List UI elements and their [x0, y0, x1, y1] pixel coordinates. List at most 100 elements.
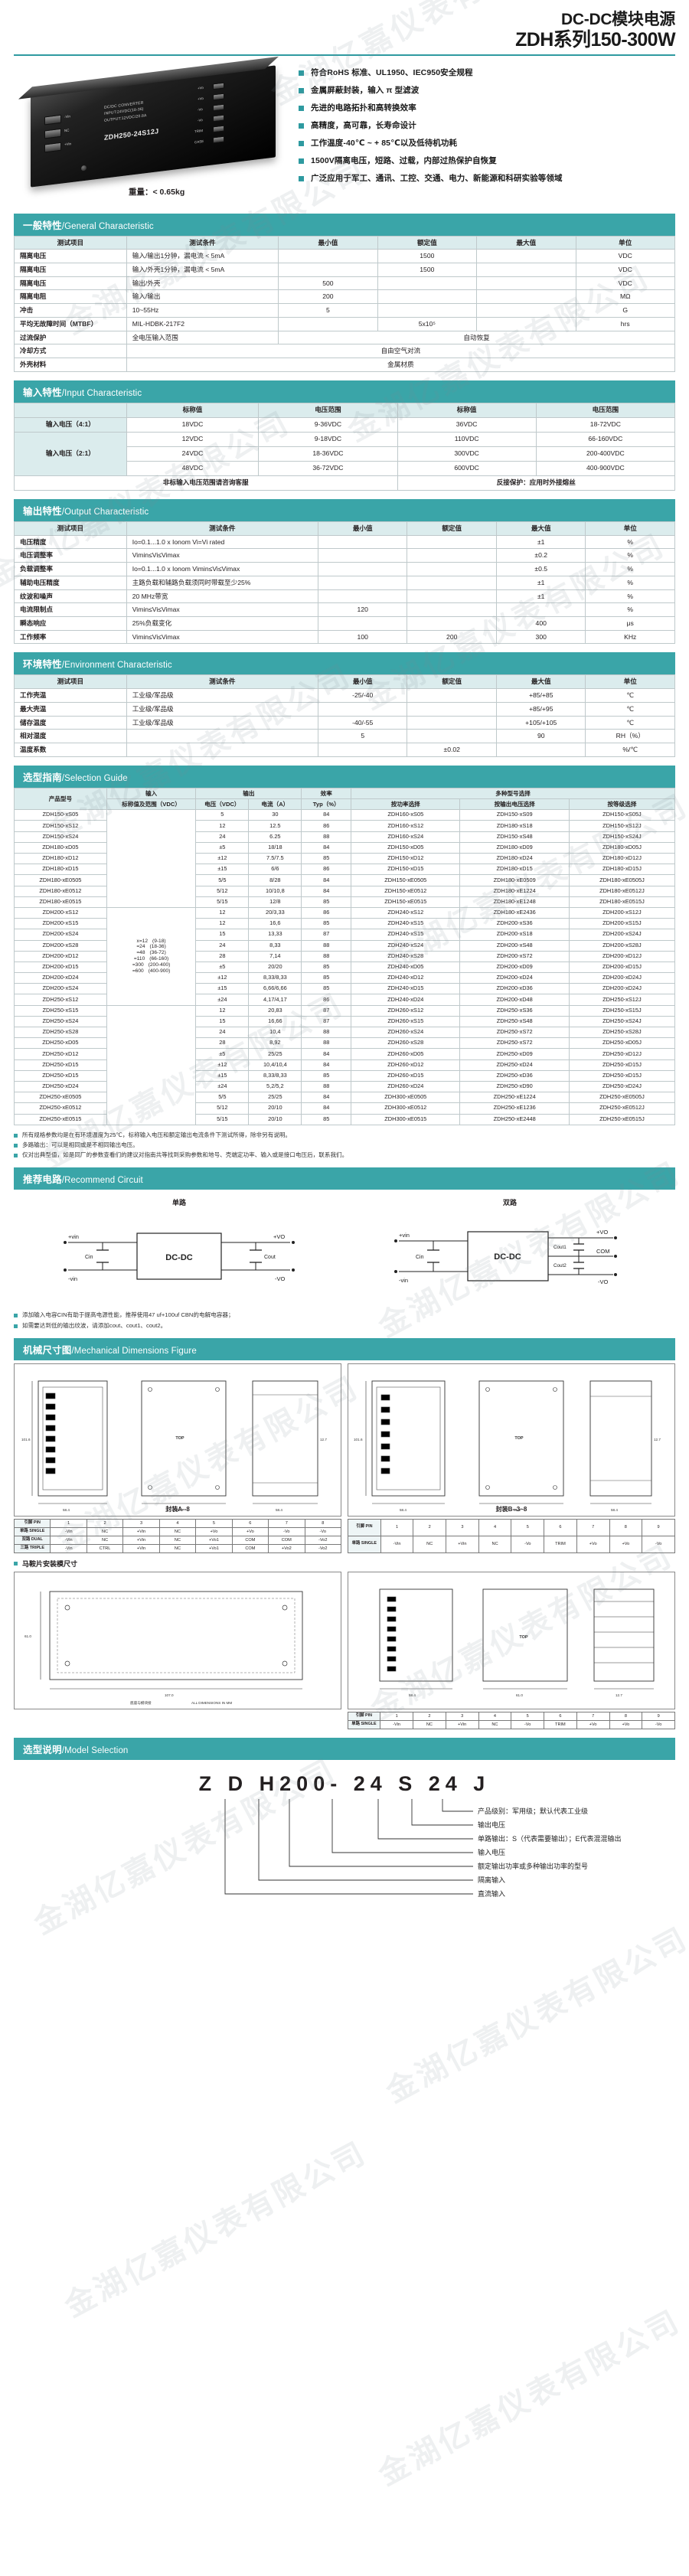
cell-span: 自由空气对流	[126, 344, 676, 359]
circuit-diagrams: 单路 DC-DC Cin Cout	[14, 1190, 675, 1305]
feature-text: 1500V隔离电压，短路、过载，内部过热保护自恢复	[311, 155, 497, 165]
dual-output-circuit: 双路 DC-DC Cin	[384, 1197, 636, 1302]
cell: 6/6	[248, 864, 302, 876]
cell: ±12	[195, 1059, 250, 1071]
pin-cell: 3	[446, 1518, 479, 1536]
bullet-icon	[14, 1143, 18, 1148]
bullet-icon	[299, 122, 304, 129]
section-title-bar: 输出特性/Output Characteristic	[14, 498, 675, 521]
cell: %	[585, 548, 675, 563]
section-title-cn: 选型说明	[23, 1744, 62, 1755]
cell: 5,2/5,2	[248, 1080, 302, 1093]
feature-item: 工作温度-40℃ ~ + 85℃以及低待机功耗	[299, 139, 675, 149]
cell: 8,33/8,33	[248, 972, 302, 984]
pin-cell: -Vo2	[304, 1543, 341, 1553]
cell: 8,33	[248, 939, 302, 952]
table-row: ZDH180-xE0505 5/5 8/28 84 ZDH150-xE0505 ZDH18…	[14, 874, 676, 886]
dcdc-block-label: DC-DC	[494, 1252, 521, 1262]
cell: 6.25	[248, 831, 302, 843]
col-header: 电压范围	[535, 402, 676, 418]
vo-pos-label: +VO	[273, 1233, 285, 1240]
pin-cell: 5	[195, 1518, 233, 1528]
table-row: 隔离电压 输入/输出1分钟，漏电流 < 5mA 1500 VDC	[14, 249, 675, 263]
cell: ZDH200-xS12J	[568, 906, 676, 919]
cell: 16,6	[248, 918, 302, 930]
cell: 隔离电阻	[14, 289, 127, 305]
circuit-title-single: 单路	[171, 1199, 186, 1207]
product-weight: 重量：< 0.65kg	[129, 187, 185, 197]
table-row: ZDH250-xS15 12 20,83 87 ZDH260-xS12 ZDH250-xS…	[14, 1004, 676, 1125]
pin-cell: -Vo2	[304, 1535, 341, 1545]
cell: ZDH250-xD05J	[568, 1037, 676, 1050]
table-row: ZDH250-xS28 24 10,4 88 ZDH260-xS24 ZDH250-xS7…	[14, 1026, 676, 1039]
col-header: 最小值	[278, 235, 378, 250]
cell: 冲击	[14, 303, 127, 318]
product-module-image: DC/DC CONVERTER INPUT:24VDC(18-36) OUTPU…	[18, 56, 279, 188]
cell: ZDH160-xS05	[351, 809, 461, 821]
section-title-cn: 推荐电路	[23, 1174, 62, 1186]
cell	[377, 289, 478, 305]
cell: 36VDC	[397, 416, 537, 433]
cell: 84	[301, 885, 352, 897]
pin-cell: +Vo	[609, 1719, 643, 1729]
cell: 90	[495, 729, 586, 744]
cell: ZDH200-xD24J	[568, 983, 676, 995]
cell: Io=0.1...1.0 x Ionom Vimin≤Vi≤Vimax	[126, 562, 318, 576]
note-text: 仅对出典型值，如是同厂的参数查看们的建议对指南共等找到采购参数和地号、壳端定功率…	[22, 1151, 348, 1159]
cell: ZDH250-xD12J	[568, 1048, 676, 1060]
cell: 5/12	[195, 1102, 250, 1115]
vo-pos-label: +VO	[596, 1229, 608, 1236]
cell: ±15	[195, 864, 250, 876]
table-row: 输入电压（4:1） 18VDC 9-36VDC 36VDC 18-72VDC	[14, 416, 676, 433]
pin-cell: 6	[544, 1518, 577, 1536]
cell: ±5	[195, 961, 250, 974]
table-row: ZDH200-xD24 ±12 8,33/8,33 85 ZDH240-xD12 ZDH2…	[14, 972, 676, 984]
pin-cell: NC	[478, 1535, 512, 1553]
circuit-notes: 添加输入电容CIN有助于提高电源性能，推荐使用47 uf+100uf CBN的电…	[14, 1311, 675, 1330]
cell: ZDH240-xS28	[351, 950, 461, 962]
cell: 500	[278, 276, 378, 291]
cell: 87	[301, 929, 352, 941]
cell: ±1	[495, 534, 586, 550]
cell: ZDH260-xS28	[351, 1037, 461, 1050]
pin-cell: +Vo	[231, 1526, 269, 1536]
model-code-display: Z D H200- 24 S 24 J	[198, 1771, 491, 1795]
cell: %	[585, 602, 675, 617]
cell: 输入/输出1分钟，漏电流 < 5mA	[126, 249, 279, 263]
pin-row-label: 单路 SINGLE	[348, 1535, 381, 1553]
section-title-en: /Recommend Circuit	[61, 1176, 143, 1186]
cell: 28	[195, 1037, 250, 1050]
svg-text:101.6: 101.6	[21, 1438, 31, 1441]
cell: 85	[301, 1069, 352, 1082]
cell: 66-160VDC	[535, 431, 676, 447]
row-label: 输入电压（2:1）	[14, 431, 127, 476]
cell: 18-36VDC	[258, 446, 398, 462]
pin-cell: 1	[380, 1711, 413, 1721]
cell: 8,92	[248, 1037, 302, 1050]
section-mechanical-dimensions: 机械尺寸图/Mechanical Dimensions Figure 101.6	[13, 1337, 675, 1729]
cell: 1500	[377, 262, 478, 277]
cell: -40/-55	[317, 715, 408, 730]
terminal-block-left	[44, 142, 61, 152]
single-circuit-svg: DC-DC Cin Cout +vin -vin	[64, 1232, 295, 1282]
cell: 110VDC	[397, 431, 537, 447]
svg-text:107.0: 107.0	[165, 1693, 174, 1697]
cell-span: 非标输入电压范围请咨询客服	[14, 475, 398, 491]
svg-text:TOP: TOP	[519, 1635, 528, 1640]
cell: ZDH260-xD12	[351, 1059, 461, 1071]
col-header: 最小值	[317, 521, 408, 536]
pin-cell: TRIM	[544, 1719, 577, 1729]
table-row: 平均无故障时间（MTBF） MIL-HDBK-217F2 5x10⁵ hrs	[14, 316, 675, 331]
cell: 1500	[377, 249, 478, 263]
cell: ZDH250-xD90	[459, 1080, 570, 1093]
cell: 9-36VDC	[258, 416, 398, 433]
cell-span: 金属材质	[126, 358, 676, 372]
package-b-drawing: 101.6 58.4 TOP 61.0 12.7 58	[348, 1363, 675, 1517]
pin-cell: +Vo1	[195, 1543, 233, 1553]
pin-cell: NC	[86, 1535, 124, 1545]
pin-cell: 1	[50, 1518, 87, 1528]
cell: ZDH260-xS15	[351, 1015, 461, 1028]
cell: ZDH200-xS36	[459, 918, 570, 930]
section-title-cn: 一般特性	[23, 220, 62, 231]
pin-row-label: 三路 TRIPLE	[13, 1543, 51, 1553]
